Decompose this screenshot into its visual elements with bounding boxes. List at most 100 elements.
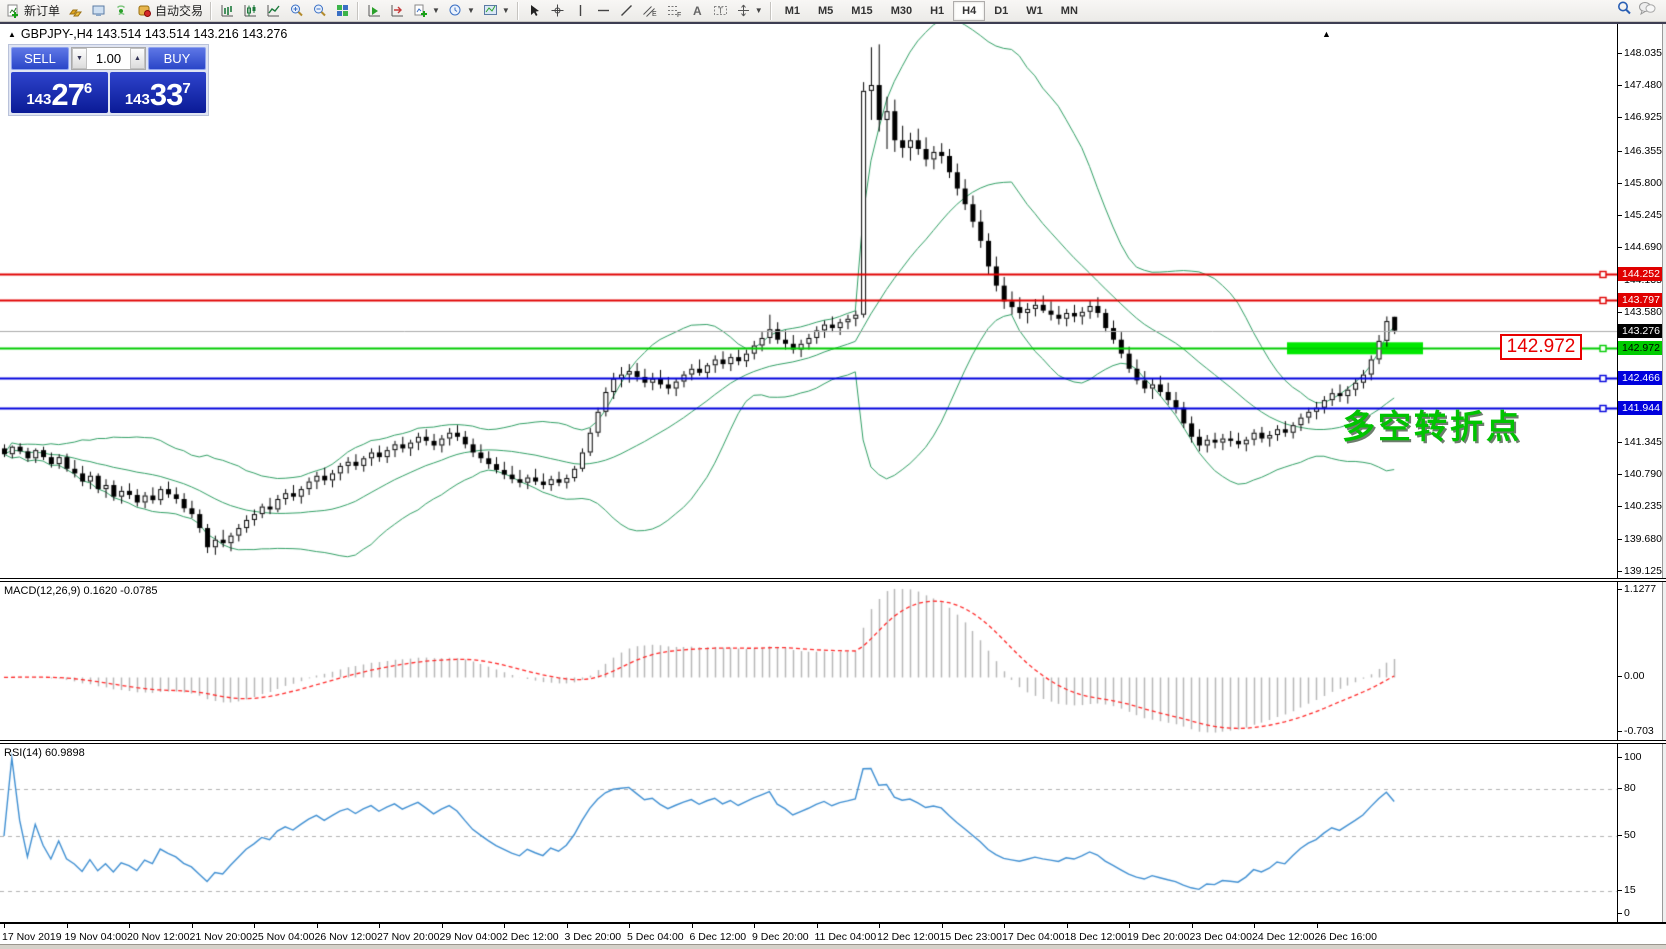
- price-axis-tick: 141.345: [1618, 436, 1662, 448]
- timeframe-w1-button[interactable]: W1: [1026, 4, 1043, 17]
- buy-button[interactable]: BUY: [148, 47, 206, 70]
- price-chart-canvas[interactable]: [0, 24, 1617, 578]
- chevron-down-icon: ▼: [466, 6, 475, 15]
- scroll-end-marker-icon[interactable]: ▲: [1322, 29, 1331, 39]
- line-chart-icon: [266, 3, 281, 18]
- template-button[interactable]: ▼: [479, 1, 514, 21]
- timeframe-mn-button[interactable]: MN: [1060, 4, 1078, 17]
- price-axis-tick: 140.235: [1618, 500, 1662, 512]
- line-chart-button[interactable]: [262, 1, 285, 21]
- timeframe-d1-button[interactable]: D1: [994, 4, 1009, 17]
- rsi-axis: 100 80 50 15 0: [1617, 744, 1662, 922]
- arrows-tool-button[interactable]: ▼: [732, 1, 767, 21]
- rsi-axis-tick: 100: [1618, 751, 1642, 763]
- zoom-in-button[interactable]: [285, 1, 308, 21]
- terminal-button[interactable]: [87, 1, 110, 21]
- fibonacci-tool-button[interactable]: F: [662, 1, 686, 21]
- collapse-triangle-icon[interactable]: ▲: [8, 29, 16, 39]
- time-axis-tick: [254, 924, 255, 928]
- svg-text:A: A: [693, 4, 702, 18]
- macd-axis: 1.1277 0.00 -0.703: [1617, 582, 1662, 740]
- time-axis-label: 21 Nov 20:00: [189, 931, 252, 943]
- text-label-tool-button[interactable]: T: [709, 1, 732, 21]
- text-tool-button[interactable]: A: [686, 1, 709, 21]
- price-axis-tick: 145.800: [1618, 177, 1662, 189]
- time-axis-tick: [4, 924, 5, 928]
- time-axis[interactable]: 17 Nov 2019 19 Nov 04:00 20 Nov 12:00 21 No…: [0, 922, 1666, 944]
- time-axis-label: 12 Dec 12:00: [877, 931, 940, 943]
- text-label-icon: T: [713, 3, 728, 18]
- vertical-line-icon: [573, 3, 588, 18]
- trendline-icon: [619, 3, 634, 18]
- panel-separator[interactable]: [0, 578, 1666, 582]
- tile-windows-icon: [335, 3, 350, 18]
- sell-price[interactable]: 143 27 6: [11, 72, 108, 113]
- market-watch-button[interactable]: [64, 1, 87, 21]
- horizontal-line-tool-button[interactable]: [592, 1, 615, 21]
- macd-label: MACD(12,26,9) 0.1620 -0.0785: [4, 585, 158, 597]
- sell-button[interactable]: SELL: [11, 47, 69, 70]
- time-axis-label: 24 Dec 12:00: [1252, 931, 1315, 943]
- candlestick-chart-icon: [243, 3, 258, 18]
- time-axis-label: 27 Nov 20:00: [377, 931, 440, 943]
- candlestick-chart-button[interactable]: [239, 1, 262, 21]
- channel-tool-button[interactable]: E: [638, 1, 662, 21]
- signals-button[interactable]: [110, 1, 133, 21]
- rsi-canvas[interactable]: [0, 744, 1617, 922]
- tile-windows-button[interactable]: [331, 1, 354, 21]
- time-axis-tick: [504, 924, 505, 928]
- time-axis-tick: [1316, 924, 1318, 928]
- add-indicator-button[interactable]: ▼: [409, 1, 444, 21]
- new-order-button[interactable]: 新订单: [2, 1, 64, 21]
- template-icon: [483, 3, 498, 18]
- timeframe-group: M1 M5 M15 M30 H1 H4 D1 W1 MN: [776, 0, 1087, 21]
- timeframe-m5-button[interactable]: M5: [818, 4, 834, 17]
- time-axis-label: 19 Dec 20:00: [1127, 931, 1190, 943]
- chat-icon[interactable]: [1638, 0, 1656, 21]
- crosshair-tool-button[interactable]: [546, 1, 569, 21]
- timeframe-h4-button[interactable]: H4: [953, 0, 986, 21]
- rsi-axis-tick: 50: [1618, 829, 1636, 841]
- time-axis-tick: [816, 924, 818, 928]
- volume-down-button[interactable]: ▼: [72, 48, 87, 69]
- price-callout-box[interactable]: 142.972: [1500, 334, 1582, 360]
- time-axis-tick: [1066, 924, 1068, 928]
- search-icon[interactable]: [1616, 0, 1632, 21]
- buy-price[interactable]: 143 33 7: [109, 72, 206, 113]
- auto-trading-button[interactable]: 自动交易: [133, 1, 207, 21]
- bar-chart-button[interactable]: [216, 1, 239, 21]
- new-order-icon: [6, 3, 21, 18]
- fibonacci-icon: F: [666, 3, 682, 18]
- trendline-tool-button[interactable]: [615, 1, 638, 21]
- toolbar-separator: [209, 1, 215, 20]
- price-axis-tick: 144.690: [1618, 241, 1662, 253]
- rsi-label: RSI(14) 60.9898: [4, 747, 85, 759]
- volume-up-button[interactable]: ▲: [130, 48, 145, 69]
- toolbar-separator: [356, 1, 362, 20]
- volume-input[interactable]: [87, 48, 130, 69]
- price-line-label: 142.972: [1618, 341, 1663, 356]
- auto-scroll-button[interactable]: [363, 1, 386, 21]
- timeframe-h1-button[interactable]: H1: [930, 4, 945, 17]
- timeframe-m1-button[interactable]: M1: [784, 4, 800, 17]
- zoom-out-icon: [312, 3, 327, 18]
- buy-price-main: 33: [149, 77, 183, 112]
- time-axis-label: 3 Dec 20:00: [564, 931, 622, 943]
- horizontal-line-icon: [596, 3, 611, 18]
- time-axis-label: 5 Dec 04:00: [627, 931, 684, 943]
- timeframe-m30-button[interactable]: M30: [890, 4, 913, 17]
- macd-canvas[interactable]: [0, 582, 1617, 740]
- buy-price-prefix: 143: [124, 91, 150, 108]
- price-line-label: 142.466: [1618, 370, 1663, 385]
- chart-shift-button[interactable]: [386, 1, 409, 21]
- time-axis-tick: [629, 924, 630, 928]
- period-selector-button[interactable]: ▼: [444, 1, 479, 21]
- bull-bear-turning-point-annotation[interactable]: 多空转折点: [1342, 408, 1522, 445]
- clock-icon: [448, 3, 463, 18]
- price-axis-tick: 147.480: [1618, 79, 1662, 91]
- zoom-out-button[interactable]: [308, 1, 331, 21]
- panel-separator[interactable]: [0, 740, 1666, 744]
- timeframe-m15-button[interactable]: M15: [851, 4, 873, 17]
- cursor-tool-button[interactable]: [523, 1, 546, 21]
- vertical-line-tool-button[interactable]: [569, 1, 592, 21]
